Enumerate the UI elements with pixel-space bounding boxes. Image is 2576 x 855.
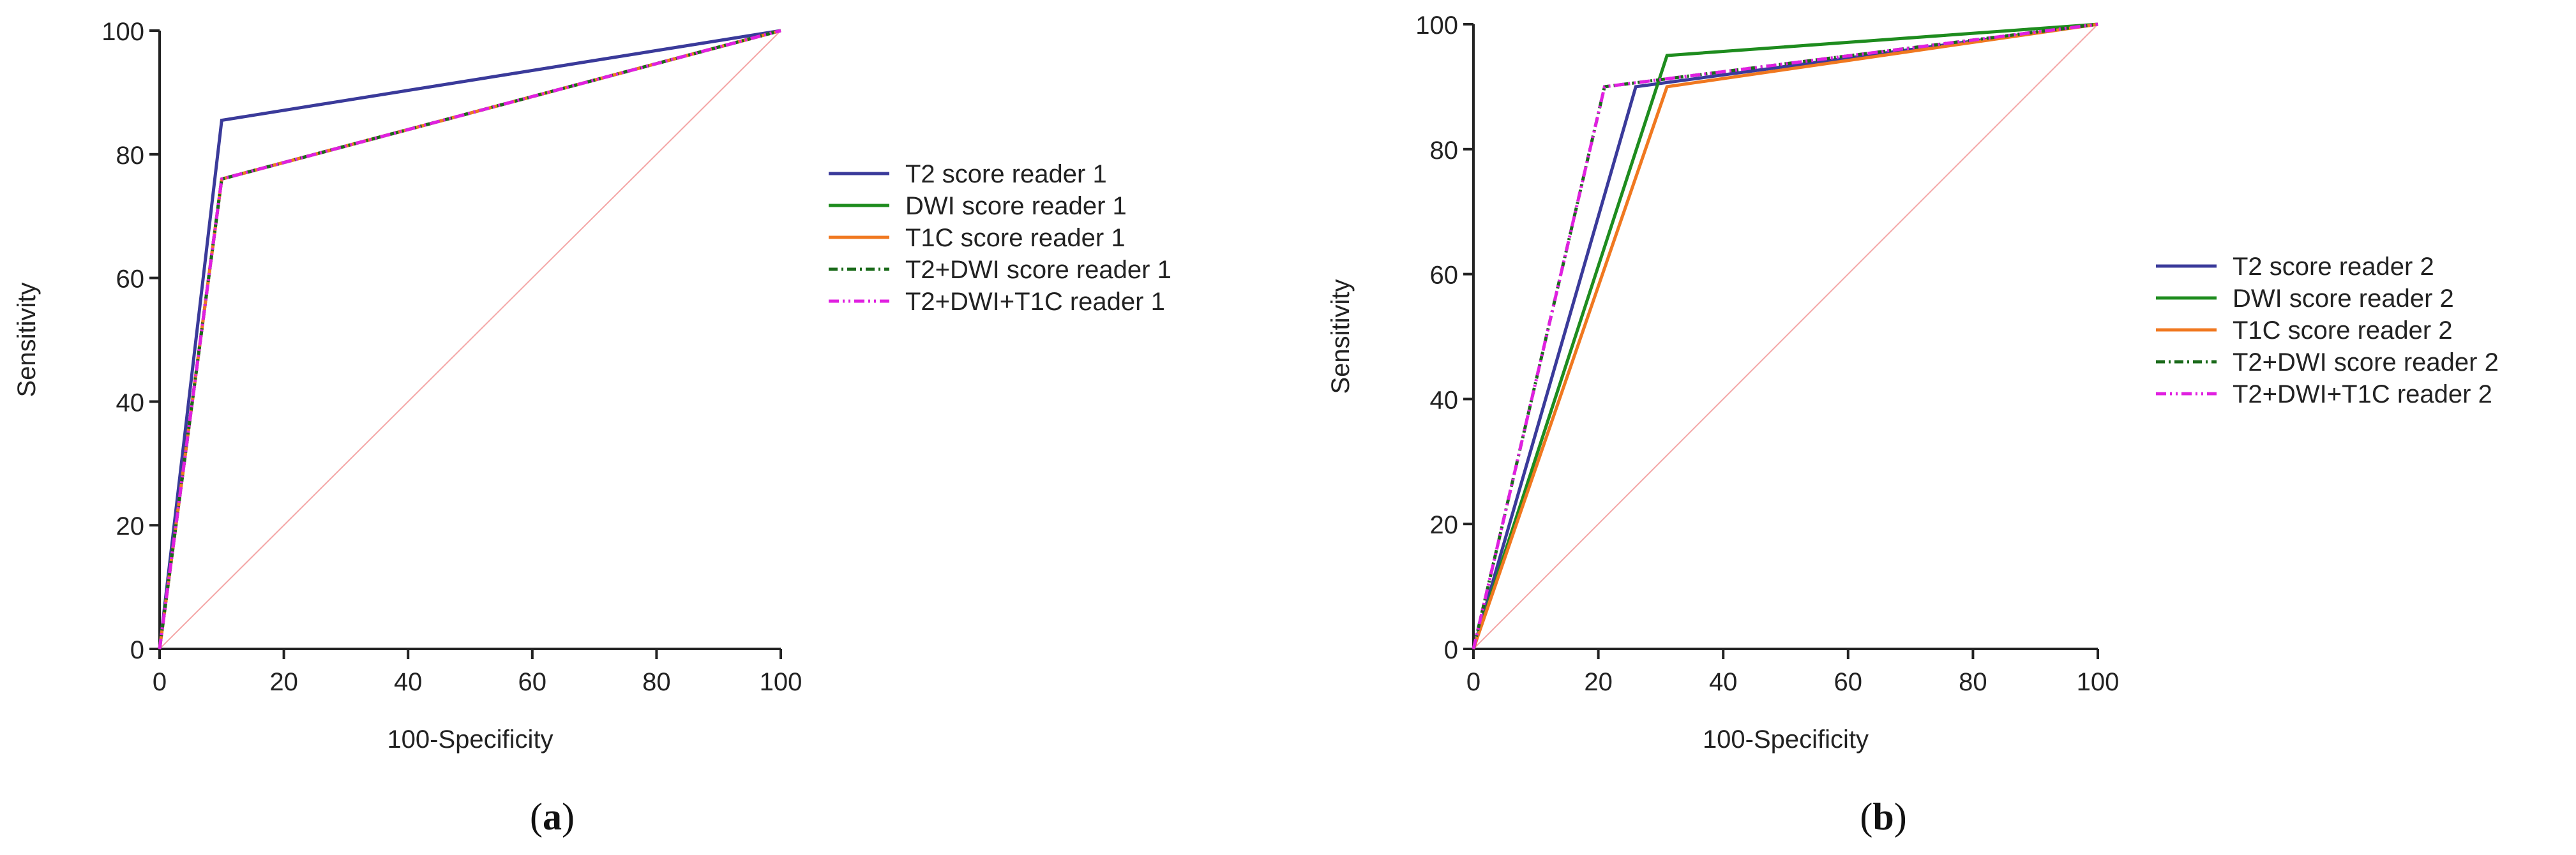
- legend-entry: T1C score reader 2: [2233, 316, 2453, 345]
- y-tick-label: 100: [1415, 11, 1458, 40]
- legend: T2 score reader 1 DWI score reader 1 T1C s…: [829, 160, 1171, 316]
- legend-entry: T2+DWI+T1C reader 2: [2233, 380, 2492, 408]
- y-tick-label: 60: [116, 265, 145, 294]
- series-line-2: [1472, 22, 2098, 650]
- legend-entry: DWI score reader 2: [2233, 285, 2454, 313]
- series-line-3: [1472, 22, 2098, 650]
- x-tick-label: 80: [1959, 668, 1987, 696]
- x-tick-label: 80: [642, 668, 671, 696]
- x-tick-label: 100: [760, 668, 802, 696]
- y-tick-label: 80: [1430, 137, 1459, 165]
- legend-entry: T2+DWI score reader 1: [905, 256, 1171, 284]
- legend-entry: T1C score reader 1: [905, 224, 1126, 252]
- y-axis-label: Sensitivity: [13, 282, 41, 397]
- x-tick-label: 40: [1709, 668, 1738, 696]
- legend: T2 score reader 2 DWI score reader 2 T1C s…: [2156, 253, 2499, 408]
- series-line-5: [158, 29, 781, 650]
- panel-letter: b: [1872, 796, 1894, 838]
- x-axis-label: 100-Specificity: [387, 725, 553, 754]
- series-line-5: [1472, 22, 2098, 650]
- y-tick-label: 60: [1430, 262, 1459, 290]
- series-line-4: [158, 29, 781, 650]
- legend-entry: T2+DWI+T1C reader 1: [905, 288, 1165, 316]
- y-tick-label: 0: [130, 636, 144, 664]
- x-axis-label: 100-Specificity: [1703, 725, 1869, 754]
- x-tick-label: 100: [2077, 668, 2120, 696]
- x-tick-label: 60: [518, 668, 547, 696]
- legend-entry: T2+DWI score reader 2: [2233, 348, 2499, 376]
- panel-label: (b): [1860, 796, 1906, 838]
- y-tick-label: 20: [1430, 511, 1459, 539]
- y-tick-label: 80: [116, 142, 145, 170]
- x-tick-label: 20: [1584, 668, 1613, 696]
- x-tick-label: 60: [1834, 668, 1863, 696]
- chart-panel-a: 0 20 40 60 80 100 0 20 40 60 80 100 100-Specificity S…: [13, 18, 1171, 838]
- legend-entry: DWI score reader 1: [905, 192, 1127, 220]
- y-tick-label: 20: [116, 512, 145, 540]
- x-tick-label: 20: [269, 668, 298, 696]
- y-tick-label: 100: [102, 18, 144, 46]
- panel-label: (a): [530, 796, 575, 838]
- y-axis-label: Sensitivity: [1327, 279, 1355, 394]
- series-line-1: [158, 29, 781, 650]
- reference-diagonal-line: [159, 30, 781, 650]
- x-tick-label: 40: [394, 668, 423, 696]
- panel-letter: a: [543, 796, 562, 838]
- y-tick-label: 0: [1444, 636, 1458, 664]
- y-tick-label: 40: [116, 389, 145, 417]
- x-tick-label: 0: [153, 668, 167, 696]
- y-tick-label: 40: [1430, 386, 1459, 414]
- x-tick-label: 0: [1466, 668, 1480, 696]
- reference-diagonal-line: [1473, 24, 2098, 650]
- legend-entry: T2 score reader 2: [2233, 253, 2434, 281]
- chart-panel-b: 0 20 40 60 80 100 0 20 40 60 80 100 100-Specificity S…: [1327, 11, 2499, 838]
- legend-entry: T2 score reader 1: [905, 160, 1107, 188]
